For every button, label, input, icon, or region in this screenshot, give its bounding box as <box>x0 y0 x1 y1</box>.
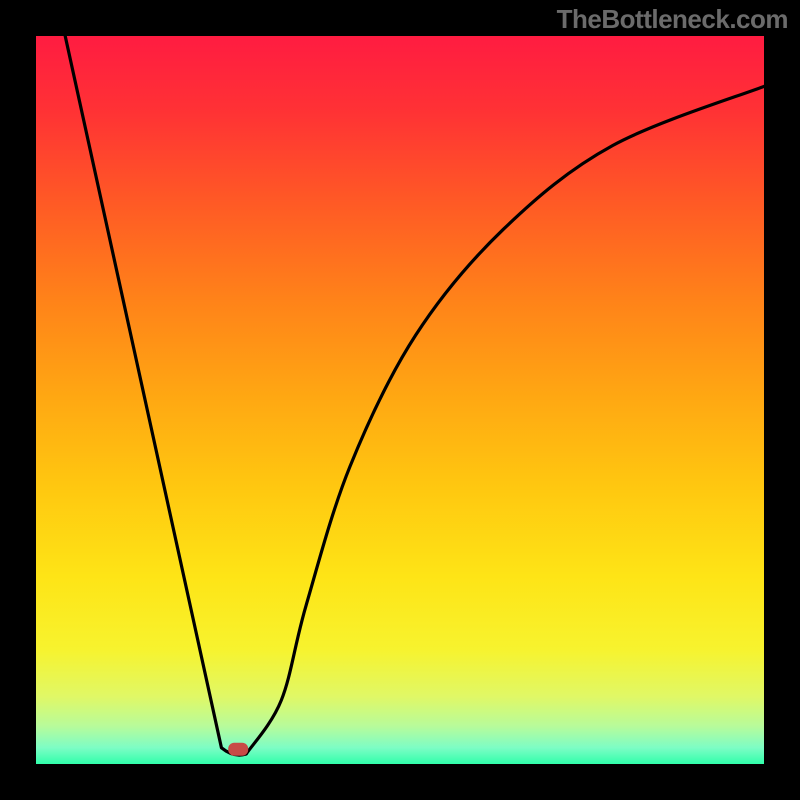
optimal-point-marker <box>228 743 248 756</box>
frame-border <box>764 0 800 800</box>
watermark-text: TheBottleneck.com <box>557 4 788 35</box>
frame-border <box>0 764 800 800</box>
frame-border <box>0 0 36 800</box>
bottleneck-chart <box>0 0 800 800</box>
